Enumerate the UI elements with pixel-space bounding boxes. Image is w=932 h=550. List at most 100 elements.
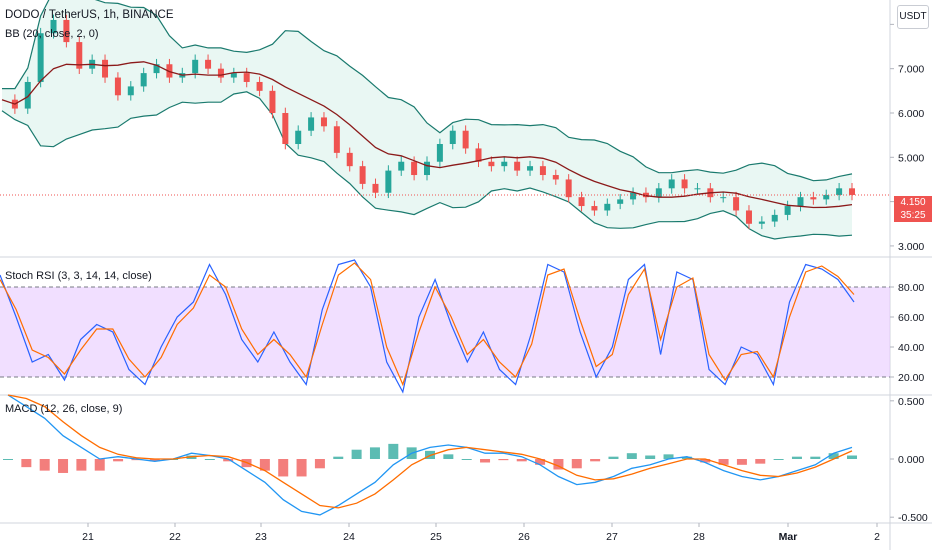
candle-body xyxy=(140,73,147,87)
macd-tick-label: 0.000 xyxy=(898,454,924,466)
macd-tick-label: -0.500 xyxy=(898,512,928,524)
macd-hist-bar xyxy=(700,459,711,463)
candle-body xyxy=(681,179,688,189)
macd-hist-bar xyxy=(553,459,564,470)
candle-body xyxy=(604,203,611,211)
candle-body xyxy=(655,188,662,198)
candle-body xyxy=(37,33,44,82)
stoch-band-fill xyxy=(0,287,890,377)
macd-hist-bar xyxy=(810,456,821,459)
macd-hist-bar xyxy=(443,454,454,459)
macd-hist-bar xyxy=(480,459,491,463)
macd-hist-bar xyxy=(755,459,766,464)
currency-button[interactable]: USDT xyxy=(897,5,929,29)
candle-body xyxy=(694,188,701,190)
candle-body xyxy=(411,161,418,176)
macd-line xyxy=(7,394,853,516)
macd-hist-bar xyxy=(663,454,674,459)
candle-body xyxy=(333,126,340,153)
candle-body xyxy=(359,166,366,184)
stoch-tick-label: 40.00 xyxy=(898,342,924,354)
candle-body xyxy=(385,170,392,193)
macd-hist-bar xyxy=(847,455,857,459)
macd-hist-bar xyxy=(296,459,307,477)
stoch-k-line xyxy=(0,259,855,394)
candle-body xyxy=(617,199,624,204)
candle-body xyxy=(565,179,572,198)
candle-body xyxy=(50,19,57,34)
stoch-tick-label: 20.00 xyxy=(898,372,924,384)
candle-body xyxy=(449,130,456,145)
macd-hist-bar xyxy=(516,459,527,462)
macd-hist-bar xyxy=(608,456,619,459)
candle-body xyxy=(849,188,855,195)
candle-body xyxy=(424,161,430,176)
macd-hist-bar xyxy=(681,456,692,459)
time-tick-label: 2 xyxy=(874,531,880,543)
bb-indicator-label[interactable]: BB (20, close, 2, 0) xyxy=(5,28,99,40)
macd-hist-bar xyxy=(791,456,802,459)
price-tick-label: 7.000 xyxy=(898,64,924,76)
bb-lower-band xyxy=(1,91,853,240)
stoch-d-line xyxy=(0,262,855,387)
macd-indicator-label[interactable]: MACD (12, 26, close, 9) xyxy=(5,403,123,415)
chart-title: DODO / TetherUS, 1h, BINANCE xyxy=(5,9,174,21)
macd-hist-bar xyxy=(223,459,234,462)
macd-hist-bar xyxy=(498,459,509,461)
candle-body xyxy=(63,19,70,43)
macd-hist-bar xyxy=(571,459,582,469)
candle-body xyxy=(836,188,843,195)
candle-body xyxy=(295,130,302,145)
candle-body xyxy=(76,42,83,69)
stoch-indicator-label[interactable]: Stoch RSI (3, 3, 14, 14, close) xyxy=(5,270,152,282)
macd-hist-bar xyxy=(204,459,215,460)
countdown-badge: 35:25 xyxy=(894,209,932,222)
candle-body xyxy=(539,166,546,176)
macd-hist-bar xyxy=(718,459,729,465)
stoch-tick-label: 60.00 xyxy=(898,312,924,324)
candle-body xyxy=(552,175,559,180)
candle-body xyxy=(771,214,778,222)
macd-hist-bar xyxy=(590,459,601,462)
candle-body xyxy=(668,179,675,189)
candle-body xyxy=(514,161,521,171)
macd-hist-bar xyxy=(461,459,472,460)
candle-body xyxy=(784,206,791,215)
bb-basis-line xyxy=(1,61,853,209)
macd-hist-bar xyxy=(3,459,13,460)
candle-body xyxy=(758,221,765,224)
candle-body xyxy=(230,73,237,78)
candle-body xyxy=(192,59,199,74)
candle-body xyxy=(127,86,134,96)
time-tick-label: 21 xyxy=(82,531,94,543)
candle-body xyxy=(398,161,405,171)
candle-body xyxy=(810,197,817,200)
candle-body xyxy=(733,197,740,211)
macd-hist-bar xyxy=(314,459,325,469)
candle-body xyxy=(745,210,752,224)
candle-body xyxy=(720,197,727,199)
candle-body xyxy=(501,161,508,167)
price-badge: 4.150 xyxy=(894,196,932,209)
time-tick-label: Mar xyxy=(779,531,798,543)
candle-body xyxy=(823,194,830,200)
macd-hist-bar xyxy=(388,443,399,459)
candle-body xyxy=(527,166,534,171)
candle-body xyxy=(372,183,379,193)
macd-hist-bar xyxy=(736,459,747,465)
macd-hist-bar xyxy=(645,455,656,459)
candle-body xyxy=(269,90,276,113)
macd-hist-bar xyxy=(828,453,839,459)
macd-tick-label: 0.500 xyxy=(898,396,924,408)
macd-hist-bar xyxy=(626,453,637,459)
macd-hist-bar xyxy=(76,459,87,471)
candle-body xyxy=(630,192,637,200)
time-tick-label: 26 xyxy=(518,531,530,543)
candle-body xyxy=(320,117,327,127)
price-tick-label: 5.000 xyxy=(898,152,924,164)
time-tick-label: 25 xyxy=(430,531,442,543)
candle-body xyxy=(153,64,160,74)
macd-hist-bar xyxy=(333,456,344,459)
time-tick-label: 24 xyxy=(343,531,355,543)
